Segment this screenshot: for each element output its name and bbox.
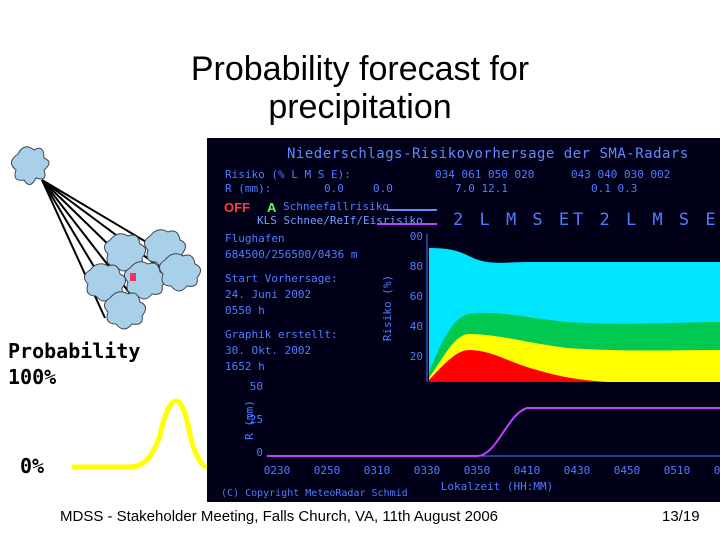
codes-right: T 2 L M S E	[573, 210, 719, 230]
time-axis-title: Lokalzeit (HH:MM)	[441, 480, 554, 493]
rain-tick-label: 25	[250, 413, 263, 426]
radar-header: Niederschlags-Risikovorhersage der SMA-R…	[287, 146, 689, 162]
off-label: OFF	[224, 200, 250, 215]
radar-forecast-panel: Niederschlags-Risikovorhersage der SMA-R…	[207, 138, 720, 502]
risk-tick-label: 40	[410, 320, 423, 333]
precipitation-cell-icon	[84, 229, 201, 330]
snow-legend-line	[377, 223, 437, 225]
title-line-1: Probability forecast for	[190, 50, 530, 88]
risk-tick-label: 00	[410, 230, 423, 243]
probability-label: Probability 100%	[8, 338, 140, 390]
risk-label: Risiko (% L M S E):	[225, 168, 351, 181]
start-date: 24. Juni 2002	[225, 288, 312, 301]
time-tick-label: 0410	[514, 464, 541, 477]
start-label: Start Vorhersage:	[225, 272, 338, 285]
time-tick-label: 0230	[264, 464, 291, 477]
probability-0-label: 0%	[20, 454, 45, 478]
time-tick-label: 0330	[414, 464, 441, 477]
slide-footer: MDSS - Stakeholder Meeting, Falls Church…	[60, 508, 499, 525]
cloud-icon	[11, 146, 50, 185]
title-line-2: precipitation	[268, 88, 452, 126]
probability-100-label: 100%	[8, 365, 57, 389]
graphic-date: 30. Okt. 2002	[225, 344, 312, 357]
time-tick-label: 0350	[464, 464, 491, 477]
risk-values-4: 043 040 030 002	[571, 168, 671, 181]
target-cell-marker	[130, 273, 136, 281]
time-tick-label: 0250	[314, 464, 341, 477]
time-tick-label: 0430	[564, 464, 591, 477]
codes-left: 2 L M S E	[453, 210, 573, 230]
risk-tick-label: 80	[410, 260, 423, 273]
risk-band-extreme	[429, 350, 607, 382]
risk-axis-title: Risiko (%)	[381, 275, 394, 341]
time-tick-label: 0530	[714, 464, 720, 477]
rain-tick-label: 50	[250, 380, 263, 393]
a-label: A	[267, 200, 277, 215]
rain-curve	[267, 407, 720, 457]
risk-values-3: 034 061 050 020	[435, 168, 535, 181]
rain-values-3: 7.0 12.1	[455, 182, 508, 195]
page-number: 13/19	[662, 508, 700, 525]
rain-tick-label: 0	[256, 446, 263, 459]
slide-title: Probability forecast for precipitation	[100, 50, 620, 126]
snow-risk-label: Schneefallrisiko	[283, 200, 389, 213]
time-tick-label: 0510	[664, 464, 691, 477]
risk-tick-label: 60	[410, 290, 423, 303]
graphic-label: Graphik erstellt:	[225, 328, 338, 341]
snow-risk-line	[387, 209, 437, 211]
time-tick-label: 0450	[614, 464, 641, 477]
probability-label-text: Probability	[8, 339, 141, 363]
radar-illustration	[11, 146, 201, 330]
airport-label: Flughafen	[225, 232, 285, 245]
copyright: (C) Copyright MeteoRadar Schmid	[221, 488, 408, 499]
rain-axis-title: R (mm)	[243, 400, 256, 440]
forecast-chart: Risiko (%) 00 80 60 40 20 R (mm) 50 25 0 0230 0…	[221, 230, 720, 499]
rain-value-2: 0.0	[373, 182, 393, 195]
time-tick-label: 0310	[364, 464, 391, 477]
rain-value-1: 0.0	[324, 182, 344, 195]
airport-coords: 684500/256500/0436 m	[225, 248, 358, 261]
rain-label: R (mm):	[225, 182, 272, 195]
graphic-time: 1652 h	[225, 360, 265, 373]
rain-values-4: 0.1 0.3	[591, 182, 638, 195]
probability-bell-curve	[72, 398, 209, 470]
start-time: 0550 h	[225, 304, 265, 317]
risk-tick-label: 20	[410, 350, 423, 363]
